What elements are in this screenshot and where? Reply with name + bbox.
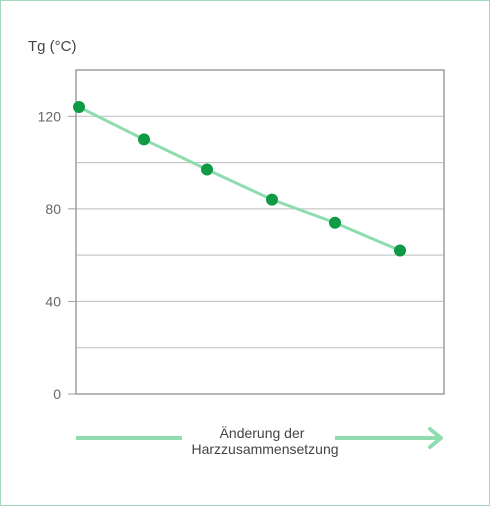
- data-point: [394, 244, 406, 257]
- y-tick-label: 40: [45, 293, 61, 309]
- data-point: [266, 193, 278, 206]
- data-point: [329, 216, 341, 229]
- y-tick-label: 80: [45, 201, 61, 217]
- y-axis-label: Tg (°C): [28, 38, 77, 55]
- y-tick-label: 120: [38, 108, 62, 124]
- y-tick-label: 0: [53, 386, 61, 402]
- data-point: [138, 133, 150, 146]
- plot-area-border: [75, 69, 445, 395]
- x-arrow-head-icon: [428, 427, 443, 449]
- x-axis-arrow: [76, 427, 443, 449]
- x-axis-label-line-1: Änderung der: [220, 425, 305, 441]
- data-point: [73, 101, 85, 114]
- x-axis-label-line-2: Harzzusammensetzung: [191, 441, 338, 457]
- grid-layer: [76, 115, 444, 349]
- y-tick-labels: 0 40 80 120: [38, 108, 76, 402]
- series-line: [78, 105, 401, 252]
- data-points: [73, 101, 406, 257]
- data-point: [201, 163, 213, 176]
